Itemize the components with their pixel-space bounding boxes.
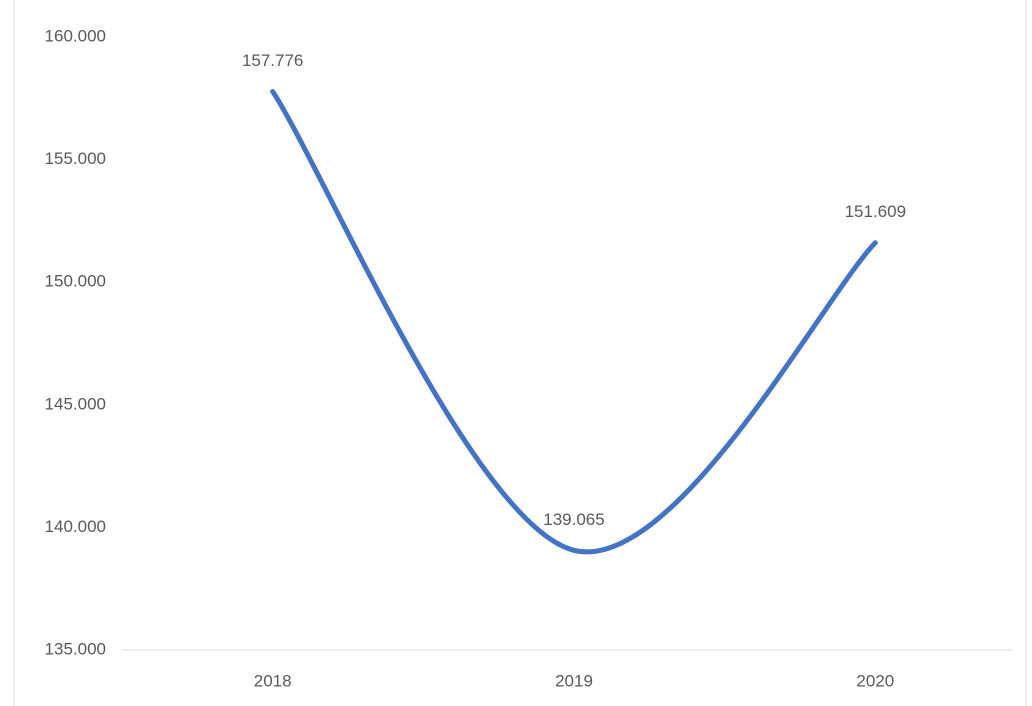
data-label: 151.609 xyxy=(845,202,906,221)
y-tick-label: 140.000 xyxy=(45,517,106,536)
x-tick-label: 2020 xyxy=(856,671,894,690)
line xyxy=(270,89,878,555)
x-tick-label: 2018 xyxy=(254,671,292,690)
chart-frame xyxy=(13,0,1027,706)
y-tick-label: 155.000 xyxy=(45,149,106,168)
data-label: 139.065 xyxy=(543,510,604,529)
y-tick-label: 160.000 xyxy=(45,26,106,45)
y-tick-label: 145.000 xyxy=(45,394,106,413)
x-tick-label: 2019 xyxy=(555,671,593,690)
y-tick-label: 135.000 xyxy=(45,639,106,658)
y-tick-label: 150.000 xyxy=(45,272,106,291)
data-label: 157.776 xyxy=(242,51,303,70)
